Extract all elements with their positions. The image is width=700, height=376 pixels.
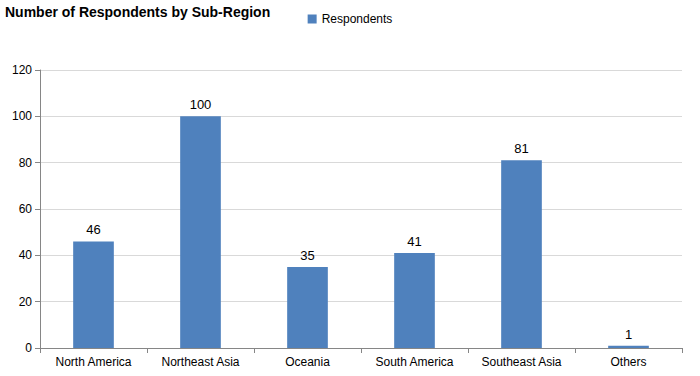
svg-text:120: 120 [12, 63, 32, 77]
svg-text:Others: Others [610, 355, 646, 369]
svg-text:100: 100 [190, 97, 212, 112]
svg-text:Northeast Asia: Northeast Asia [161, 355, 239, 369]
svg-text:60: 60 [19, 202, 33, 216]
svg-text:North America: North America [55, 355, 131, 369]
svg-text:81: 81 [514, 141, 528, 156]
svg-text:1: 1 [625, 327, 632, 342]
svg-text:0: 0 [25, 341, 32, 355]
svg-text:35: 35 [300, 248, 314, 263]
svg-text:Number of Respondents by Sub-R: Number of Respondents by Sub-Region [5, 4, 270, 20]
svg-text:40: 40 [19, 248, 33, 262]
svg-text:80: 80 [19, 156, 33, 170]
svg-text:41: 41 [407, 234, 421, 249]
svg-text:100: 100 [12, 109, 32, 123]
svg-text:Respondents: Respondents [322, 12, 393, 26]
svg-text:46: 46 [86, 222, 100, 237]
svg-text:South America: South America [375, 355, 453, 369]
svg-text:Southeast Asia: Southeast Asia [481, 355, 561, 369]
svg-text:20: 20 [19, 295, 33, 309]
svg-text:Oceania: Oceania [285, 355, 330, 369]
